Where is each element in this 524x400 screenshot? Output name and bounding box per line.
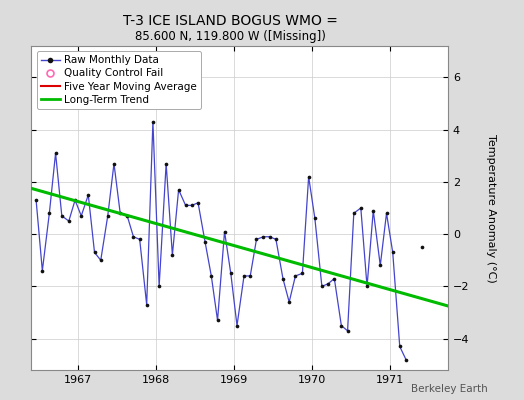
Text: T-3 ICE ISLAND BOGUS WMO =: T-3 ICE ISLAND BOGUS WMO =	[123, 14, 338, 28]
Point	[201, 239, 209, 245]
Point	[136, 236, 144, 242]
Point	[90, 249, 99, 256]
Point	[116, 210, 124, 216]
Point	[32, 197, 40, 203]
Point	[45, 210, 53, 216]
Point	[285, 299, 293, 305]
Point	[252, 236, 260, 242]
Point	[330, 275, 339, 282]
Legend: Raw Monthly Data, Quality Control Fail, Five Year Moving Average, Long-Term Tren: Raw Monthly Data, Quality Control Fail, …	[37, 51, 201, 109]
Point	[174, 186, 183, 193]
Y-axis label: Temperature Anomaly (°C): Temperature Anomaly (°C)	[486, 134, 496, 282]
Point	[129, 234, 138, 240]
Point	[311, 215, 319, 222]
Point	[96, 257, 105, 264]
Point	[376, 262, 385, 269]
Point	[318, 283, 326, 290]
Point	[213, 317, 222, 324]
Point	[337, 322, 345, 329]
Point	[143, 302, 151, 308]
Point	[388, 249, 397, 256]
Point	[343, 328, 352, 334]
Point	[104, 213, 112, 219]
Point	[194, 200, 202, 206]
Point	[123, 213, 132, 219]
Point	[357, 205, 365, 211]
Point	[396, 343, 404, 350]
Point	[233, 322, 241, 329]
Point	[363, 283, 371, 290]
Point	[324, 280, 332, 287]
Point	[77, 213, 85, 219]
Point	[162, 160, 170, 167]
Point	[350, 210, 358, 216]
Point	[71, 197, 79, 203]
Text: 85.600 N, 119.800 W ([Missing]): 85.600 N, 119.800 W ([Missing])	[135, 30, 326, 43]
Point	[291, 273, 300, 279]
Point	[383, 210, 391, 216]
Text: Berkeley Earth: Berkeley Earth	[411, 384, 487, 394]
Point	[221, 228, 229, 235]
Point	[84, 192, 92, 198]
Point	[418, 244, 427, 250]
Point	[402, 356, 410, 363]
Point	[279, 275, 287, 282]
Point	[181, 202, 190, 208]
Point	[266, 234, 274, 240]
Point	[226, 270, 235, 276]
Point	[272, 236, 280, 242]
Point	[259, 234, 268, 240]
Point	[304, 174, 313, 180]
Point	[298, 270, 307, 276]
Point	[246, 273, 255, 279]
Point	[58, 213, 66, 219]
Point	[240, 273, 248, 279]
Point	[51, 150, 60, 156]
Point	[64, 218, 73, 224]
Point	[369, 208, 377, 214]
Point	[149, 118, 157, 125]
Point	[188, 202, 196, 208]
Point	[207, 273, 215, 279]
Point	[110, 160, 118, 167]
Point	[168, 252, 177, 258]
Point	[38, 268, 47, 274]
Point	[155, 283, 163, 290]
